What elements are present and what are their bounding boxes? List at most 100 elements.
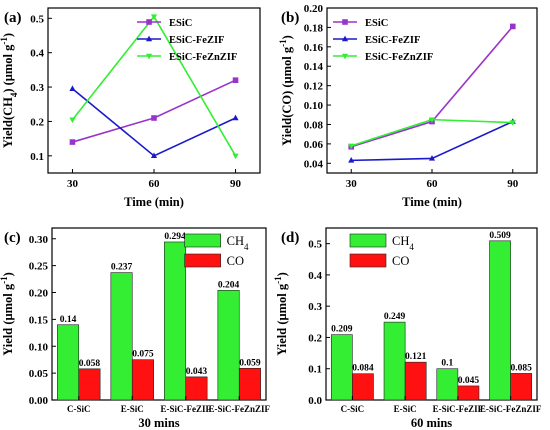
series-line	[351, 120, 514, 162]
data-label: 0.249	[384, 312, 406, 322]
data-point	[69, 85, 76, 92]
x-tick-label: E-SiC	[121, 404, 144, 414]
bar	[238, 367, 261, 401]
data-point	[151, 115, 157, 121]
data-label: 0.085	[510, 363, 532, 373]
y-tick-label: 0.05	[29, 368, 49, 380]
panel-label: (d)	[281, 230, 299, 246]
legend-marker	[145, 53, 153, 60]
data-label: 0.237	[111, 263, 133, 273]
x-tick-label: E-SiC	[394, 404, 417, 414]
data-label: 0.509	[489, 231, 511, 241]
plot-frame	[326, 7, 538, 174]
panel-label: (c)	[4, 230, 21, 246]
y-axis-label: Yield (μmol g-1)	[273, 272, 289, 356]
data-label: 0.059	[239, 358, 261, 368]
legend-swatch	[349, 253, 387, 268]
y-tick-label: 0.1	[308, 364, 322, 376]
legend-label: CO	[392, 254, 409, 268]
bar	[489, 240, 511, 401]
data-point	[69, 117, 76, 124]
data-label: 0.075	[132, 350, 154, 360]
bar	[383, 321, 406, 401]
x-tick-label: 30	[346, 178, 358, 190]
data-point	[150, 14, 158, 20]
y-tick-label: 0.16	[304, 42, 324, 54]
x-axis-label: 30 mins	[138, 416, 179, 430]
y-tick-label: 0.3	[30, 82, 44, 94]
panel-label: (a)	[4, 10, 22, 26]
data-label: 0.043	[186, 367, 208, 377]
legend-swatch	[349, 233, 387, 248]
x-tick-label: 60	[149, 178, 161, 190]
y-tick-label: 0.08	[304, 119, 324, 131]
legend-label: ESiC-FeZIF	[169, 35, 224, 46]
data-point	[348, 143, 355, 150]
data-point	[509, 120, 516, 126]
bar	[404, 361, 427, 401]
chart-d: 0.0 0.1 0.2 0.3 0.4 0.5 0.209 0.084 C-SiC 0.249 0.…	[273, 227, 542, 430]
series-line	[71, 88, 236, 157]
data-label: 0.209	[331, 325, 353, 335]
plot-frame	[325, 227, 538, 401]
bar	[57, 324, 80, 401]
legend-label: ESiC	[169, 18, 192, 29]
x-tick-label: 30	[67, 178, 79, 190]
data-point	[232, 77, 239, 83]
bar	[352, 373, 374, 401]
bar	[131, 359, 154, 401]
y-tick-label: 0.20	[29, 288, 49, 300]
data-point	[348, 157, 355, 163]
data-label: 0.294	[164, 232, 186, 242]
y-tick-label: 0.30	[29, 234, 49, 246]
x-tick-label: E-SiC-FeZIF	[161, 404, 212, 414]
x-axis-label: Time (min)	[402, 195, 462, 209]
legend-label: CH4	[392, 234, 414, 252]
data-label: 0.14	[60, 315, 77, 325]
bar	[78, 368, 101, 401]
x-tick-label: E-SiC-FeZnZIF	[208, 404, 270, 414]
legend-marker	[342, 19, 348, 25]
y-axis-label: Yield (μmol g-1)	[0, 272, 15, 356]
x-tick-label: E-SiC-FeZnZIF	[480, 404, 542, 414]
bar	[457, 385, 480, 401]
y-tick-label: 0.18	[304, 22, 324, 34]
y-tick-label: 0.25	[29, 261, 49, 273]
data-label: 0.1	[441, 359, 453, 369]
y-tick-label: 0.10	[304, 100, 324, 112]
y-tick-label: 0.10	[29, 341, 49, 353]
bar	[330, 334, 353, 401]
y-tick-label: 0.2	[308, 332, 322, 344]
y-tick-label: 0.00	[29, 395, 49, 407]
legend-marker	[146, 19, 152, 25]
y-tick-label: 0.4	[30, 48, 44, 60]
y-tick-label: 0.15	[29, 314, 49, 326]
data-point	[509, 23, 516, 30]
y-tick-label: 0.20	[304, 3, 324, 15]
x-tick-label: C-SiC	[341, 404, 365, 414]
data-point	[232, 114, 239, 121]
y-tick-label: 0.06	[304, 139, 324, 151]
legend-label: ESiC-FeZIF	[365, 35, 420, 46]
y-tick-label: 0.12	[304, 81, 324, 93]
bar	[510, 373, 533, 401]
data-point	[69, 139, 76, 145]
bar	[110, 272, 133, 401]
legend-marker	[341, 53, 349, 60]
x-axis-label: Time (min)	[124, 195, 184, 209]
chart-c: 0.00 0.05 0.10 0.15 0.20 0.25 0.30 0.14 0.058 C-S…	[0, 227, 271, 430]
x-axis-label: 60 mins	[411, 416, 452, 430]
data-label: 0.121	[405, 352, 427, 362]
y-tick-label: 0.5	[308, 239, 322, 251]
y-axis-label: Yield(CO) (μmol g-1)	[278, 35, 294, 146]
legend-label: ESiC-FeZnZIF	[169, 52, 237, 63]
y-tick-label: 0.14	[304, 61, 324, 73]
data-point	[150, 152, 158, 159]
legend-label: CH4	[227, 234, 249, 252]
bar	[185, 376, 208, 401]
y-tick-label: 0.0	[308, 395, 322, 407]
bar	[164, 241, 187, 401]
legend-swatch	[184, 253, 221, 268]
chart-a: 0.1 0.2 0.3 0.4 0.5 30 60 90 Time (min) Yield(CH4…	[0, 7, 261, 209]
